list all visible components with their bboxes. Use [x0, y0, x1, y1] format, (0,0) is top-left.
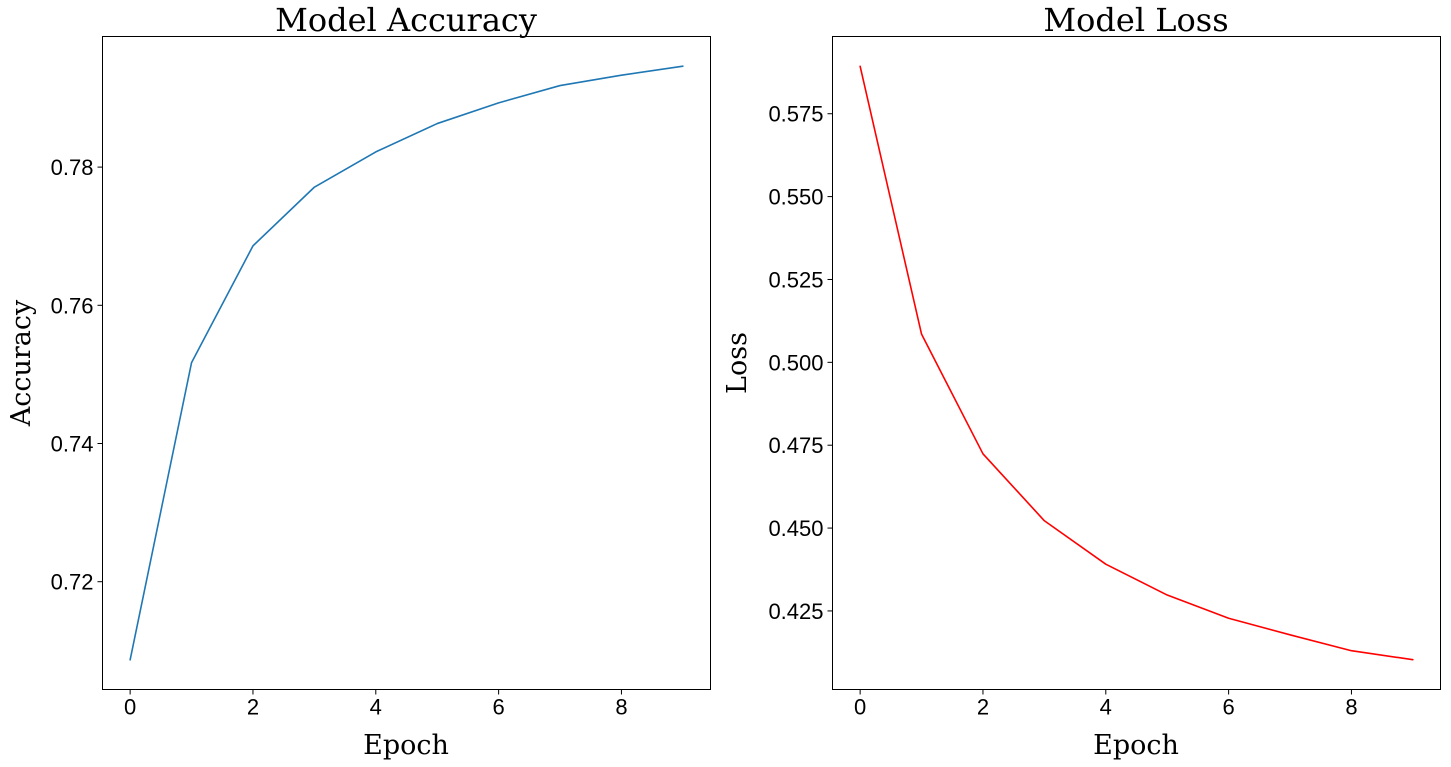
loss-y-tick-label: 0.575 [768, 102, 823, 127]
accuracy-series [129, 65, 684, 661]
loss-series-line [859, 65, 1414, 661]
loss-x-ticks: 0 2 4 6 8 [854, 689, 1358, 720]
loss-chart: Model Loss 0 2 4 6 8 0.425 0.450 0.475 0.500 0.5… [722, 1, 1441, 761]
loss-x-tick-label: 8 [1345, 695, 1357, 720]
accuracy-x-ticks: 0 2 4 6 8 [124, 689, 628, 720]
loss-y-tick-label: 0.550 [768, 185, 823, 210]
accuracy-x-tick-label: 4 [370, 695, 382, 720]
loss-y-axis-label: Loss [722, 332, 753, 394]
accuracy-chart-title: Model Accuracy [275, 1, 537, 39]
accuracy-chart: Model Accuracy 0 2 4 6 8 0.72 0.74 0.76 0.78 Ep… [6, 1, 711, 761]
accuracy-y-tick-label: 0.72 [51, 570, 94, 595]
loss-y-tick-label: 0.425 [768, 599, 823, 624]
loss-y-tick-label: 0.450 [768, 516, 823, 541]
accuracy-x-tick-label: 0 [124, 695, 136, 720]
loss-x-tick-label: 2 [977, 695, 989, 720]
accuracy-x-tick-label: 2 [247, 695, 259, 720]
accuracy-x-axis-label: Epoch [363, 730, 449, 761]
loss-series [859, 65, 1414, 661]
loss-y-tick-label: 0.500 [768, 350, 823, 375]
loss-x-axis-label: Epoch [1093, 730, 1179, 761]
loss-x-tick-label: 6 [1222, 695, 1234, 720]
loss-x-tick-label: 0 [854, 695, 866, 720]
loss-plot-frame [832, 36, 1441, 690]
loss-x-tick-label: 4 [1100, 695, 1112, 720]
accuracy-x-tick-label: 6 [492, 695, 504, 720]
accuracy-y-tick-label: 0.74 [51, 432, 94, 457]
accuracy-y-axis-label: Accuracy [6, 299, 37, 427]
accuracy-series-line [129, 65, 684, 661]
loss-chart-title: Model Loss [1043, 1, 1228, 39]
accuracy-x-tick-label: 8 [615, 695, 627, 720]
accuracy-y-ticks: 0.72 0.74 0.76 0.78 [51, 155, 103, 595]
accuracy-y-tick-label: 0.76 [51, 293, 94, 318]
loss-y-ticks: 0.425 0.450 0.475 0.500 0.525 0.550 0.575 [768, 102, 833, 624]
accuracy-plot-frame [102, 36, 711, 690]
accuracy-y-tick-label: 0.78 [51, 155, 94, 180]
loss-y-tick-label: 0.475 [768, 433, 823, 458]
loss-y-tick-label: 0.525 [768, 267, 823, 292]
